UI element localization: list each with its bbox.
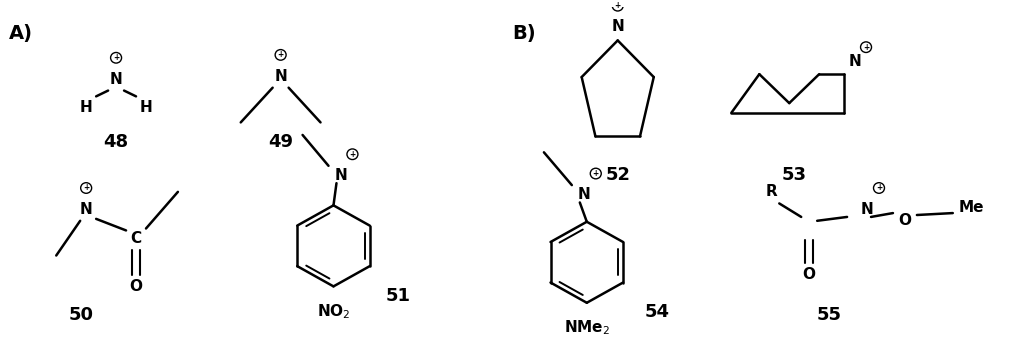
Text: O: O [130,279,142,294]
Text: 49: 49 [268,133,294,151]
Text: N: N [861,202,874,217]
Text: R: R [765,184,777,199]
Text: O: O [803,267,815,282]
Text: +: + [113,53,120,62]
Text: C: C [131,231,141,246]
Text: N: N [612,19,624,35]
Text: 48: 48 [103,133,129,151]
Text: Me: Me [959,200,984,215]
Text: 50: 50 [69,306,94,324]
Text: O: O [898,213,911,228]
Text: 52: 52 [606,167,630,184]
Text: N: N [274,69,287,83]
Text: A): A) [9,24,34,43]
Text: NO$_2$: NO$_2$ [317,302,350,320]
Text: +: + [615,1,621,10]
Text: H: H [80,101,92,116]
Text: 51: 51 [386,287,410,305]
Text: +: + [592,169,598,178]
Text: N: N [335,168,347,183]
Text: N: N [109,71,123,87]
Text: H: H [139,101,152,116]
Text: N: N [849,54,861,69]
Text: 53: 53 [782,167,807,184]
Text: N: N [578,187,590,202]
Text: +: + [863,43,870,52]
Text: +: + [876,184,882,193]
Text: +: + [83,184,89,193]
Text: 54: 54 [644,303,670,321]
Text: NMe$_2$: NMe$_2$ [564,318,610,337]
Text: B): B) [512,24,536,43]
Text: +: + [277,50,283,60]
Text: +: + [349,150,356,159]
Text: 55: 55 [816,306,842,324]
Text: N: N [80,202,92,217]
